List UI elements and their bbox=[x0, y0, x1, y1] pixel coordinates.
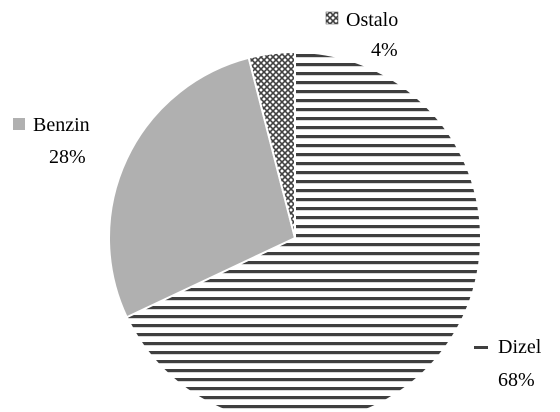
legend-swatch-ostalo bbox=[325, 11, 339, 25]
value-label-benzin: 28% bbox=[49, 146, 86, 168]
pie-slice-benzin bbox=[108, 56, 297, 319]
pie-slice-ostalo bbox=[247, 50, 296, 239]
category-label-benzin: Benzin bbox=[33, 114, 90, 136]
legend-swatch-dizel bbox=[474, 346, 488, 349]
category-label-dizel: Dizel bbox=[498, 336, 542, 358]
category-label-ostalo: Ostalo bbox=[346, 9, 398, 31]
label-ostalo: Ostalo 4% bbox=[325, 9, 398, 61]
value-label-dizel: 68% bbox=[498, 369, 535, 391]
label-dizel: Dizel 68% bbox=[474, 336, 542, 391]
pie-slices bbox=[108, 50, 482, 412]
value-label-ostalo: 4% bbox=[371, 39, 398, 61]
pie-slice-dizel bbox=[125, 50, 482, 412]
legend-swatch-benzin bbox=[13, 118, 25, 130]
label-benzin: Benzin 28% bbox=[13, 114, 90, 168]
